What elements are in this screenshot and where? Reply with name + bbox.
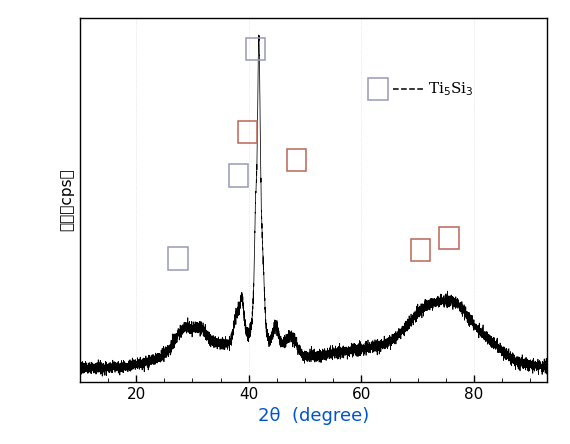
Bar	[410, 239, 430, 262]
Bar	[287, 149, 307, 171]
Bar	[439, 227, 458, 249]
Y-axis label: 强度（cps）: 强度（cps）	[59, 168, 74, 231]
Bar	[246, 38, 266, 60]
Bar	[169, 247, 188, 270]
X-axis label: 2θ  (degree): 2θ (degree)	[258, 407, 369, 425]
Bar	[229, 164, 249, 187]
Bar	[238, 121, 258, 143]
Bar	[368, 78, 388, 100]
Text: Ti$_5$Si$_3$: Ti$_5$Si$_3$	[428, 80, 474, 98]
